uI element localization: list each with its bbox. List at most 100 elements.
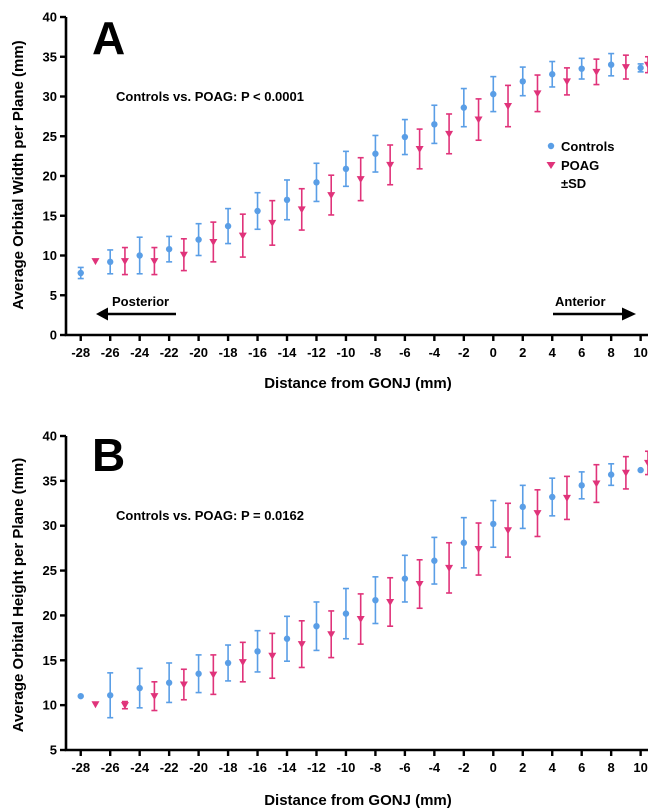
data-point-controls xyxy=(195,670,202,677)
data-point-poag xyxy=(386,161,395,169)
data-point-poag xyxy=(504,527,513,535)
data-point-controls xyxy=(342,165,350,173)
x-tick-label: -24 xyxy=(130,345,150,360)
anterior-label: Anterior xyxy=(555,294,606,309)
x-tick-label: -28 xyxy=(71,345,90,360)
data-point-poag xyxy=(179,681,188,689)
x-tick-label: -6 xyxy=(399,760,411,775)
y-tick-label: 20 xyxy=(43,608,57,623)
data-point-controls xyxy=(431,121,438,128)
data-point-poag xyxy=(120,702,129,710)
data-point-poag xyxy=(445,130,454,138)
data-point-controls xyxy=(372,150,379,157)
data-point-poag xyxy=(562,494,571,502)
data-point-controls xyxy=(77,692,84,700)
y-axis-label-b: Average Orbital Height per Plane (mm) xyxy=(10,458,27,733)
x-tick-label: -14 xyxy=(278,345,298,360)
data-point-controls xyxy=(342,610,350,617)
y-tick-label: 15 xyxy=(43,208,57,223)
data-point-poag xyxy=(297,206,306,214)
x-tick-label: -12 xyxy=(307,345,326,360)
legend: Controls POAG ±SD xyxy=(546,139,614,191)
data-point-poag xyxy=(533,90,542,98)
data-point-controls xyxy=(254,207,261,215)
data-point-poag xyxy=(562,78,571,86)
x-tick-label: -22 xyxy=(160,345,179,360)
data-point-controls xyxy=(107,692,114,699)
x-tick-label: -26 xyxy=(101,345,120,360)
y-tick-label: 25 xyxy=(43,563,57,578)
data-point-poag xyxy=(268,219,277,227)
posterior-arrow: Posterior xyxy=(96,294,176,321)
data-point-poag xyxy=(91,258,100,266)
data-point-controls xyxy=(77,269,84,277)
legend-label-sd: ±SD xyxy=(561,176,586,191)
panel-letter-a: A xyxy=(92,12,125,64)
annotation-a: Controls vs. POAG: P < 0.0001 xyxy=(116,89,304,104)
x-tick-label: 4 xyxy=(549,345,557,360)
y-tick-label: 30 xyxy=(43,518,57,533)
data-point-controls xyxy=(637,64,644,72)
data-point-controls xyxy=(549,71,556,78)
y-tick-label: 40 xyxy=(43,10,57,25)
data-point-controls xyxy=(195,236,202,243)
legend-label-controls: Controls xyxy=(561,139,614,154)
data-point-controls xyxy=(578,65,585,72)
x-tick-label: -8 xyxy=(370,760,382,775)
x-tick-label: 10 xyxy=(633,760,647,775)
data-point-controls xyxy=(401,575,409,582)
data-point-poag xyxy=(474,546,483,554)
data-point-poag xyxy=(327,631,336,639)
x-tick-label: -10 xyxy=(337,760,356,775)
data-point-poag xyxy=(209,671,218,679)
data-point-controls xyxy=(549,493,556,501)
legend-marker-poag xyxy=(546,162,556,169)
data-point-poag xyxy=(238,232,247,240)
x-tick-label: -8 xyxy=(370,345,382,360)
data-point-poag xyxy=(386,598,395,606)
data-point-poag xyxy=(415,145,424,153)
legend-marker-controls xyxy=(547,142,555,150)
y-tick-label: 30 xyxy=(43,89,57,104)
x-tick-label: -14 xyxy=(278,760,298,775)
y-tick-label: 35 xyxy=(43,49,57,64)
data-point-poag xyxy=(445,564,454,572)
data-point-poag xyxy=(504,103,513,111)
y-axis-label-a: Average Orbital Width per Plane (mm) xyxy=(10,40,27,309)
y-tick-label: 20 xyxy=(43,169,57,184)
data-point-controls xyxy=(578,482,585,489)
x-tick-label: 8 xyxy=(608,345,615,360)
data-point-controls xyxy=(254,648,261,655)
data-point-poag xyxy=(474,116,483,124)
data-point-controls xyxy=(607,61,615,68)
x-tick-label: -22 xyxy=(160,760,179,775)
data-point-poag xyxy=(209,238,218,246)
data-point-controls xyxy=(136,252,143,259)
data-point-controls xyxy=(490,90,497,98)
data-point-controls xyxy=(313,179,320,186)
anterior-arrow: Anterior xyxy=(553,294,636,321)
x-tick-label: 8 xyxy=(608,760,615,775)
data-point-poag xyxy=(297,641,306,649)
x-tick-label: 0 xyxy=(490,760,497,775)
data-point-controls xyxy=(224,222,232,230)
x-axis-label-a: Distance from GONJ (mm) xyxy=(264,375,452,392)
data-point-controls xyxy=(313,622,320,630)
x-tick-label: -18 xyxy=(219,760,238,775)
data-point-controls xyxy=(283,635,291,642)
data-point-controls xyxy=(224,659,232,667)
x-tick-label: 2 xyxy=(519,760,526,775)
x-tick-label: 0 xyxy=(490,345,497,360)
data-point-poag xyxy=(621,469,630,477)
data-point-controls xyxy=(136,684,143,692)
x-tick-label: -10 xyxy=(337,345,356,360)
x-axis-label-b: Distance from GONJ (mm) xyxy=(264,792,452,809)
data-point-poag xyxy=(592,480,601,488)
data-point-controls xyxy=(431,557,438,564)
data-point-poag xyxy=(356,176,365,184)
x-tick-label: -18 xyxy=(219,345,238,360)
data-point-poag xyxy=(327,192,336,200)
panel-a: A Average Orbital Width per Plane (mm) D… xyxy=(10,10,648,392)
panel-b: B Average Orbital Height per Plane (mm) … xyxy=(10,429,648,809)
